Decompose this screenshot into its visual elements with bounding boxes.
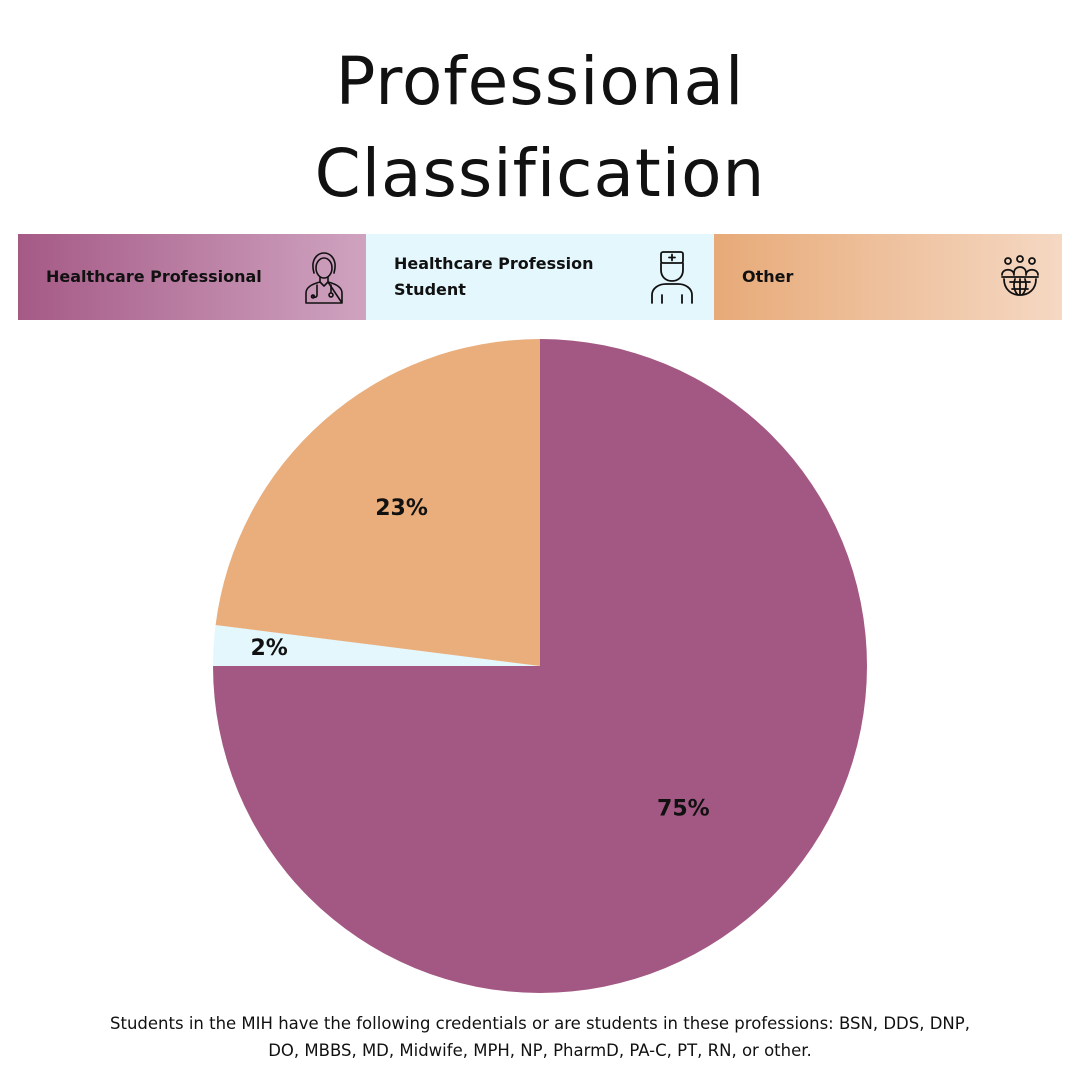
footnote: Students in the MIH have the following c…	[110, 1014, 970, 1060]
pie-slice-other	[215, 339, 540, 666]
female-doctor-icon	[305, 252, 343, 304]
legend-item-healthcare-professional: Healthcare Professional	[18, 234, 366, 320]
chart-title: Professional Classification	[0, 36, 1080, 220]
legend-item-other: Other	[714, 234, 1062, 320]
legend-label: Healthcare Professional	[46, 267, 262, 286]
pie-value-label: 75%	[657, 796, 710, 821]
pie-value-label: 23%	[375, 496, 428, 521]
legend-item-healthcare-profession-student: Healthcare Profession Student	[366, 234, 714, 320]
legend-label: Healthcare Profession Student	[394, 254, 594, 299]
medical-student-icon	[651, 251, 693, 304]
pie-slice-healthcare-profession-student	[213, 625, 540, 666]
legend-label: Other	[742, 267, 794, 286]
people-globe-icon	[1001, 255, 1039, 296]
legend: Healthcare Professional Healthcare Profe…	[18, 234, 1062, 320]
title-line-2: Classification	[314, 135, 766, 212]
pie-value-label: 2%	[250, 636, 287, 661]
title-line-1: Professional	[335, 43, 745, 120]
